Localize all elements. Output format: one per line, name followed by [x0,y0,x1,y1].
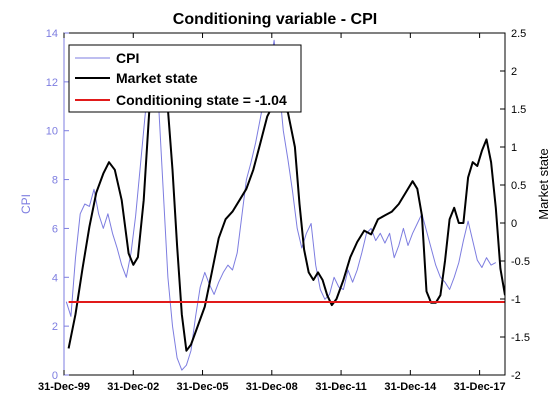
y-tick-label-right: -2 [511,370,521,382]
x-tick-label: 31-Dec-02 [107,381,159,393]
axes-layer: 0 2 4 6 8 10 12 14 -2 -1.5 -1 -0.5 0 0.5 1 1.5 2 2.5 31-De… [38,28,530,393]
y-tick-label-right: 1.5 [511,104,526,116]
x-tick-label: 31-Dec-17 [454,381,506,393]
y-axis-label-left: CPI [19,194,33,214]
x-tick-label: 31-Dec-99 [38,381,90,393]
series-line-market-state [67,51,505,352]
y-tick-label-left: 0 [52,370,58,382]
y-tick-label-left: 2 [52,321,58,333]
y-tick-label-right: 1 [511,142,517,154]
y-tick-label-right: 0.5 [511,180,526,192]
y-tick-label-right: -1 [511,294,521,306]
y-axis-label-right: Market state [536,148,551,220]
y-tick-label-right: -0.5 [511,256,530,268]
y-tick-label-right: -1.5 [511,332,530,344]
legend: CPI Market state Conditioning state = -1… [68,44,302,113]
y-tick-label-right: 2 [511,66,517,78]
legend-label-market-state: Market state [116,70,198,86]
y-tick-label-left: 14 [46,28,58,40]
legend-label-conditioning-state: Conditioning state = -1.04 [116,92,287,108]
y-tick-label-left: 12 [46,77,58,89]
y-tick-label-left: 4 [52,272,58,284]
y-tick-label-left: 10 [46,126,58,138]
y-tick-label-right: 2.5 [511,28,526,40]
x-tick-label: 31-Dec-11 [315,381,366,393]
chart-title: Conditioning variable - CPI [173,11,377,28]
x-tick-label: 31-Dec-05 [177,381,229,393]
y-tick-label-left: 8 [52,175,58,187]
x-tick-label: 31-Dec-14 [384,381,437,393]
legend-label-cpi: CPI [116,50,139,66]
y-tick-label-left: 6 [52,223,58,235]
y-tick-label-right: 0 [511,218,517,230]
x-tick-label: 31-Dec-08 [246,381,298,393]
